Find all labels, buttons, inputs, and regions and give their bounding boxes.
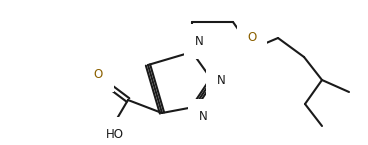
Text: N: N [199, 110, 208, 123]
Text: N: N [217, 74, 226, 87]
Text: HO: HO [106, 128, 124, 141]
Text: O: O [94, 68, 103, 81]
Text: O: O [247, 31, 256, 44]
Text: N: N [195, 35, 204, 48]
